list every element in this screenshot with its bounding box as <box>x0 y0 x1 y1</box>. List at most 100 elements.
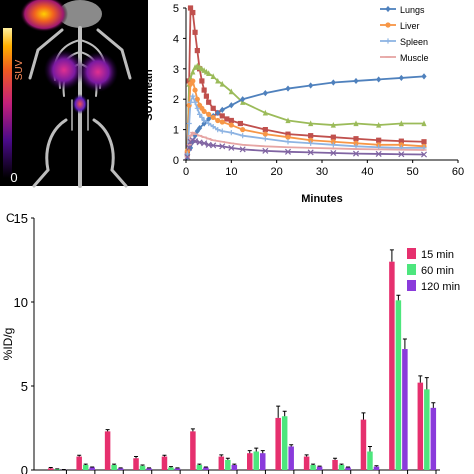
error-bar-15-min <box>190 428 195 432</box>
data-point-heart <box>237 120 243 127</box>
data-point-bone <box>330 149 337 157</box>
data-point-liver <box>184 148 190 154</box>
data-point-spleen <box>285 139 291 145</box>
error-bar-120-min <box>147 467 152 469</box>
data-point-kidneys <box>308 120 314 127</box>
legend-marker-liver <box>385 22 391 28</box>
data-point-spleen <box>308 140 314 146</box>
data-point-kidneys <box>398 120 404 127</box>
data-point-kidneys <box>192 64 198 70</box>
data-point-liver <box>330 139 336 145</box>
bladder-uptake <box>72 94 88 114</box>
data-point-bone <box>219 143 226 150</box>
data-point-liver <box>219 119 225 125</box>
error-bar-60-min <box>311 463 316 465</box>
bio-y-tick-label: 10 <box>14 295 28 310</box>
data-point-kidneys <box>206 70 212 76</box>
suv-colorbar-label: SUV <box>14 59 25 80</box>
error-bar-120-min <box>431 402 436 408</box>
data-point-liver <box>190 78 196 84</box>
suv-colorbar <box>3 28 12 178</box>
error-bar-60-min <box>282 410 287 417</box>
error-bar-15-min <box>48 466 53 469</box>
data-point-kidneys <box>421 120 427 127</box>
bar-60-min <box>54 469 60 470</box>
data-point-spleen <box>201 117 207 124</box>
data-point-liver <box>210 114 216 121</box>
data-point-bone <box>186 144 193 151</box>
data-point-heart <box>308 133 314 139</box>
data-point-kidneys <box>215 77 221 84</box>
data-point-bone <box>375 150 382 157</box>
bar-15-min <box>360 419 367 470</box>
data-point-spleen <box>240 133 246 139</box>
data-point-spleen <box>199 114 205 121</box>
error-bar-15-min <box>247 450 252 454</box>
bar-120-min <box>260 453 266 470</box>
data-point-spleen <box>184 151 190 157</box>
data-point-heart <box>285 131 291 137</box>
bio-bars <box>48 249 437 470</box>
bar-15-min <box>161 456 168 470</box>
data-point-bone <box>210 142 217 149</box>
bar-60-min <box>111 464 117 470</box>
error-bar-15-min <box>361 412 366 420</box>
bar-60-min <box>395 300 402 470</box>
error-bar-60-min <box>339 463 344 465</box>
error-bar-120-min <box>317 465 322 467</box>
bar-120-min <box>231 464 238 470</box>
error-bar-120-min <box>289 444 294 447</box>
error-bar-15-min <box>77 454 82 457</box>
data-point-heart <box>201 87 207 93</box>
data-point-spleen <box>219 128 225 134</box>
error-bar-60-min <box>424 377 429 390</box>
data-point-bone <box>184 153 191 160</box>
data-point-heart <box>376 137 382 143</box>
data-point-kidneys <box>219 80 225 87</box>
data-point-heart <box>203 93 209 99</box>
data-point-bone <box>284 148 292 155</box>
bio-y-tick-label: 5 <box>21 379 28 394</box>
bar-15-min <box>190 431 196 470</box>
bio-y-tick-label: 0 <box>21 463 28 474</box>
data-point-spleen <box>206 120 212 127</box>
bio-y-axis-label: %ID/g <box>1 328 15 361</box>
data-point-lungs <box>206 115 212 123</box>
data-point-liver <box>285 134 291 140</box>
data-point-lungs <box>197 124 203 132</box>
data-point-kidneys <box>228 88 234 95</box>
error-bar-120-min <box>118 467 123 469</box>
legend-marker-lungs <box>385 5 391 13</box>
data-point-heart <box>398 138 404 144</box>
bar-60-min <box>338 464 345 470</box>
pet-image-panel: SUV 0 <box>0 0 148 188</box>
bar-120-min <box>288 446 294 470</box>
data-point-kidneys <box>210 73 216 79</box>
tac-y-tick-label: 4 <box>173 33 179 45</box>
error-bar-15-min <box>389 249 394 262</box>
data-point-heart <box>199 78 205 84</box>
data-point-spleen <box>190 93 196 99</box>
tac-series-markers <box>184 5 428 161</box>
data-point-spleen <box>194 105 200 111</box>
data-point-lungs <box>215 109 221 116</box>
tac-x-tick-label: 20 <box>271 166 283 178</box>
bar-15-min <box>389 261 395 470</box>
tac-y-tick-label: 3 <box>173 64 179 76</box>
tac-y-tick-label: 5 <box>173 3 179 15</box>
bar-120-min <box>89 467 95 470</box>
bar-60-min <box>82 464 89 470</box>
legend-marker-spleen <box>385 38 391 44</box>
data-point-lungs <box>262 90 268 97</box>
data-point-liver <box>228 122 234 128</box>
bar-15-min <box>218 456 225 470</box>
bio-axes: 0 5 10 15 <box>14 211 440 474</box>
data-point-lungs <box>228 102 234 109</box>
bar-15-min <box>417 382 424 470</box>
error-bar-120-min <box>374 465 379 467</box>
error-bar-60-min <box>197 463 202 465</box>
data-point-bone <box>192 138 199 145</box>
data-point-lungs <box>219 106 225 113</box>
